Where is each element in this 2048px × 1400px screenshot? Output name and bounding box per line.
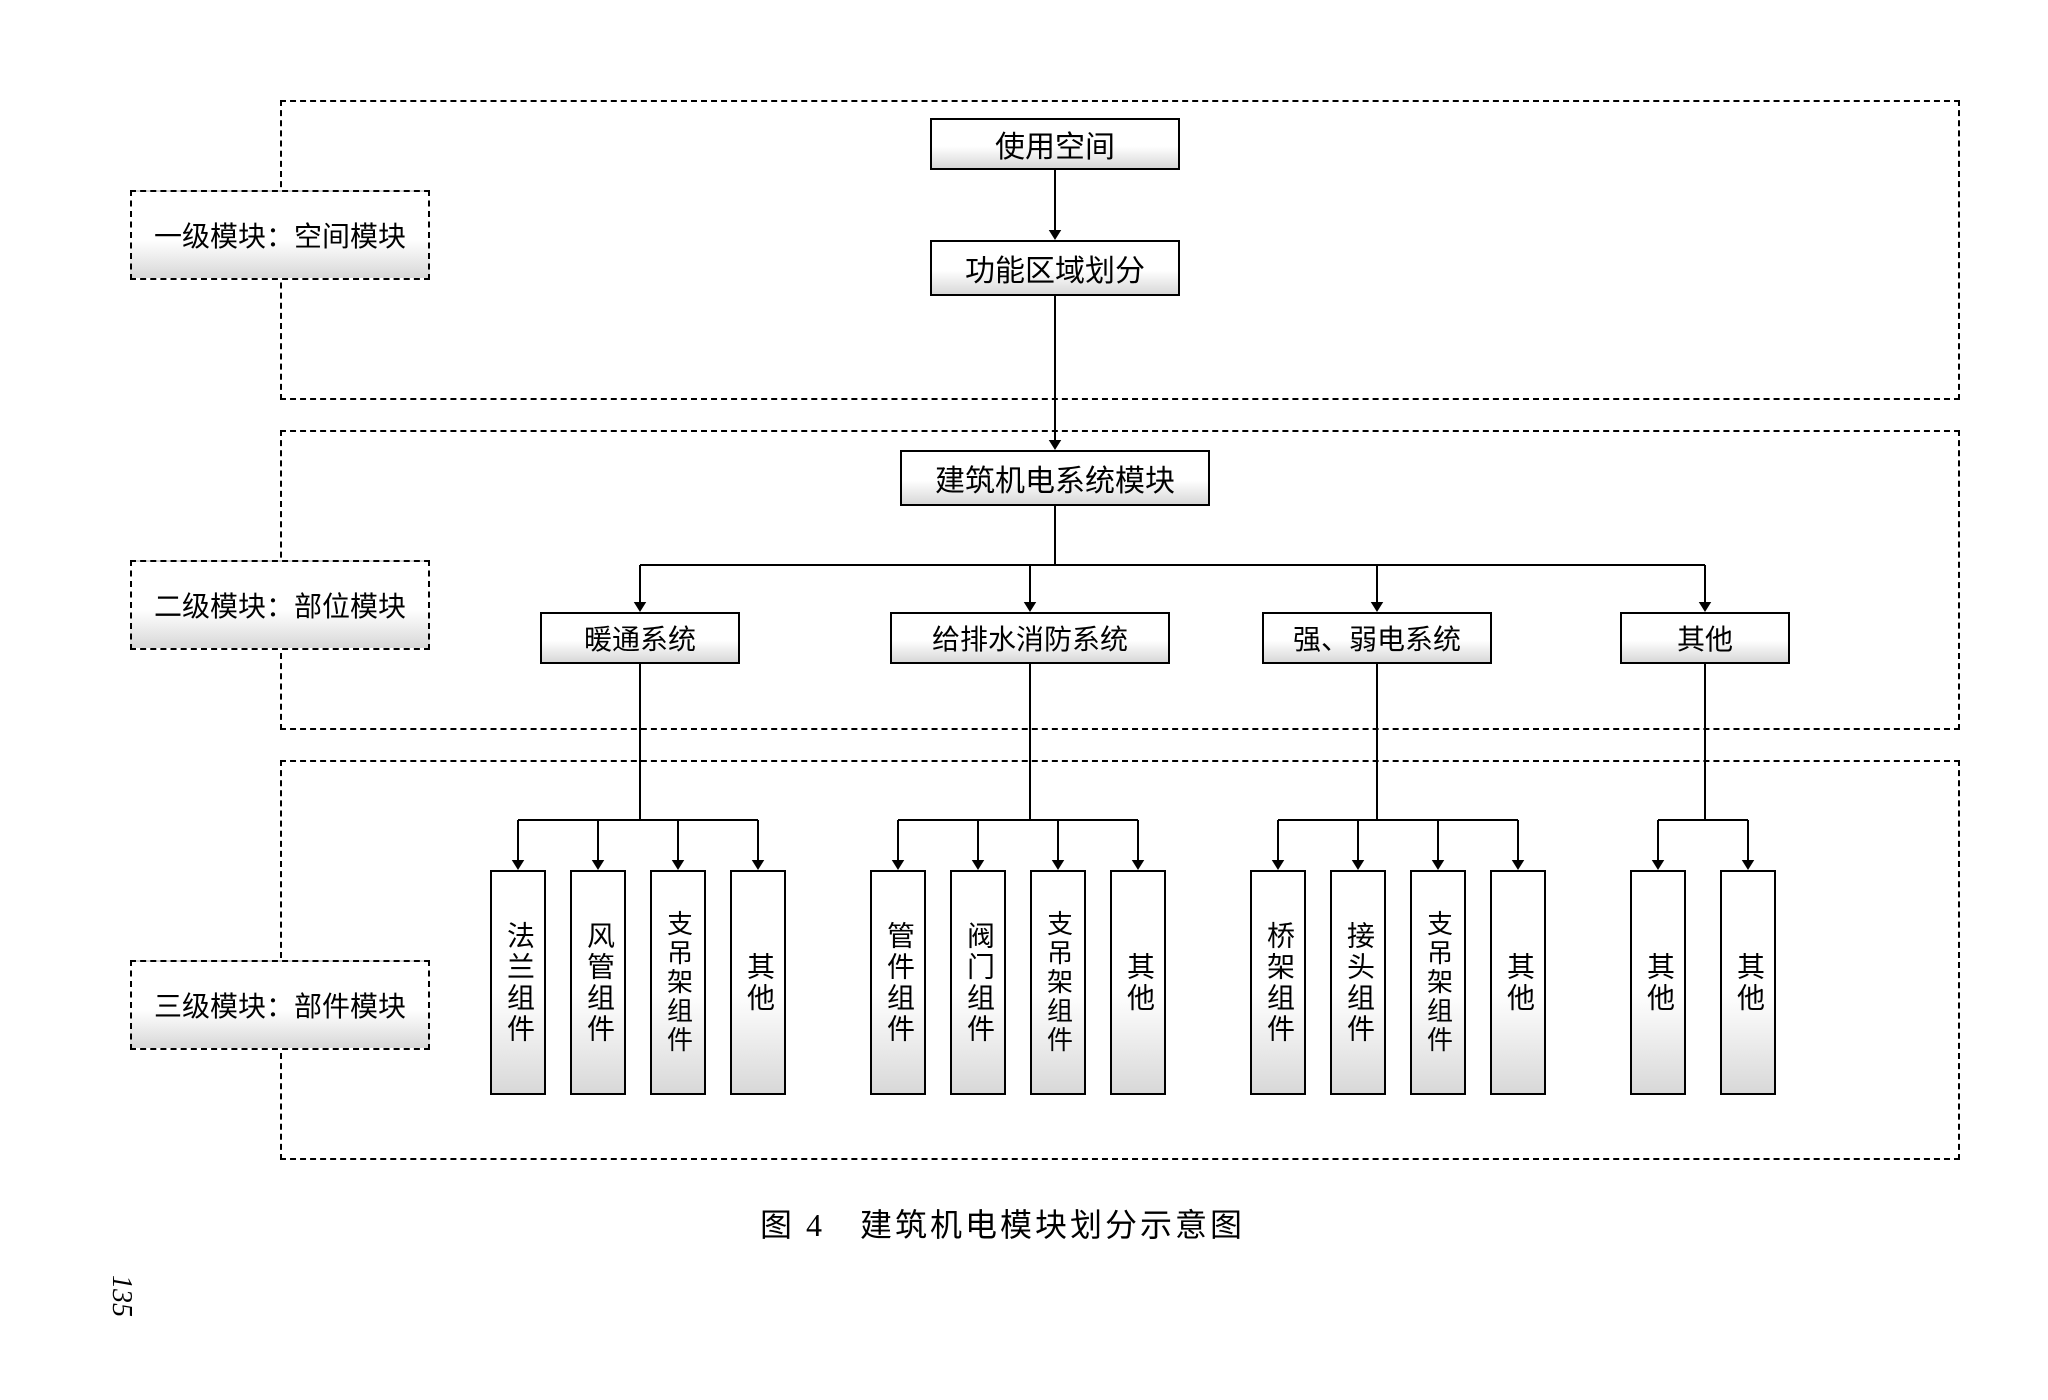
vnode-hanger3: 支吊架组件 — [1410, 870, 1466, 1095]
vnode-other1: 其他 — [730, 870, 786, 1095]
legend-level-2: 二级模块：部位模块 — [130, 560, 430, 650]
vnode-valve: 阀门组件 — [950, 870, 1006, 1095]
node-mep-module: 建筑机电系统模块 — [900, 450, 1210, 506]
node-electrical: 强、弱电系统 — [1262, 612, 1492, 664]
legend-level-1: 一级模块：空间模块 — [130, 190, 430, 280]
figure-caption: 图 4 建筑机电模块划分示意图 — [760, 1200, 1245, 1246]
diagram-canvas: 一级模块：空间模块 二级模块：部位模块 三级模块：部件模块 使用空间 功能区域划… — [0, 0, 2048, 1400]
node-usage-space: 使用空间 — [930, 118, 1180, 170]
page-number: 135 — [105, 1275, 137, 1317]
vnode-flange: 法兰组件 — [490, 870, 546, 1095]
vnode-hanger1: 支吊架组件 — [650, 870, 706, 1095]
vnode-connector: 接头组件 — [1330, 870, 1386, 1095]
vnode-other4: 其他 — [1630, 870, 1686, 1095]
vnode-other3: 其他 — [1490, 870, 1546, 1095]
vnode-hanger2: 支吊架组件 — [1030, 870, 1086, 1095]
vnode-other5: 其他 — [1720, 870, 1776, 1095]
node-other-sys: 其他 — [1620, 612, 1790, 664]
vnode-other2: 其他 — [1110, 870, 1166, 1095]
node-hvac: 暖通系统 — [540, 612, 740, 664]
legend-level-3: 三级模块：部件模块 — [130, 960, 430, 1050]
vnode-duct: 风管组件 — [570, 870, 626, 1095]
node-plumbing-fire: 给排水消防系统 — [890, 612, 1170, 664]
vnode-tray: 桥架组件 — [1250, 870, 1306, 1095]
node-func-zone: 功能区域划分 — [930, 240, 1180, 296]
vnode-pipe: 管件组件 — [870, 870, 926, 1095]
